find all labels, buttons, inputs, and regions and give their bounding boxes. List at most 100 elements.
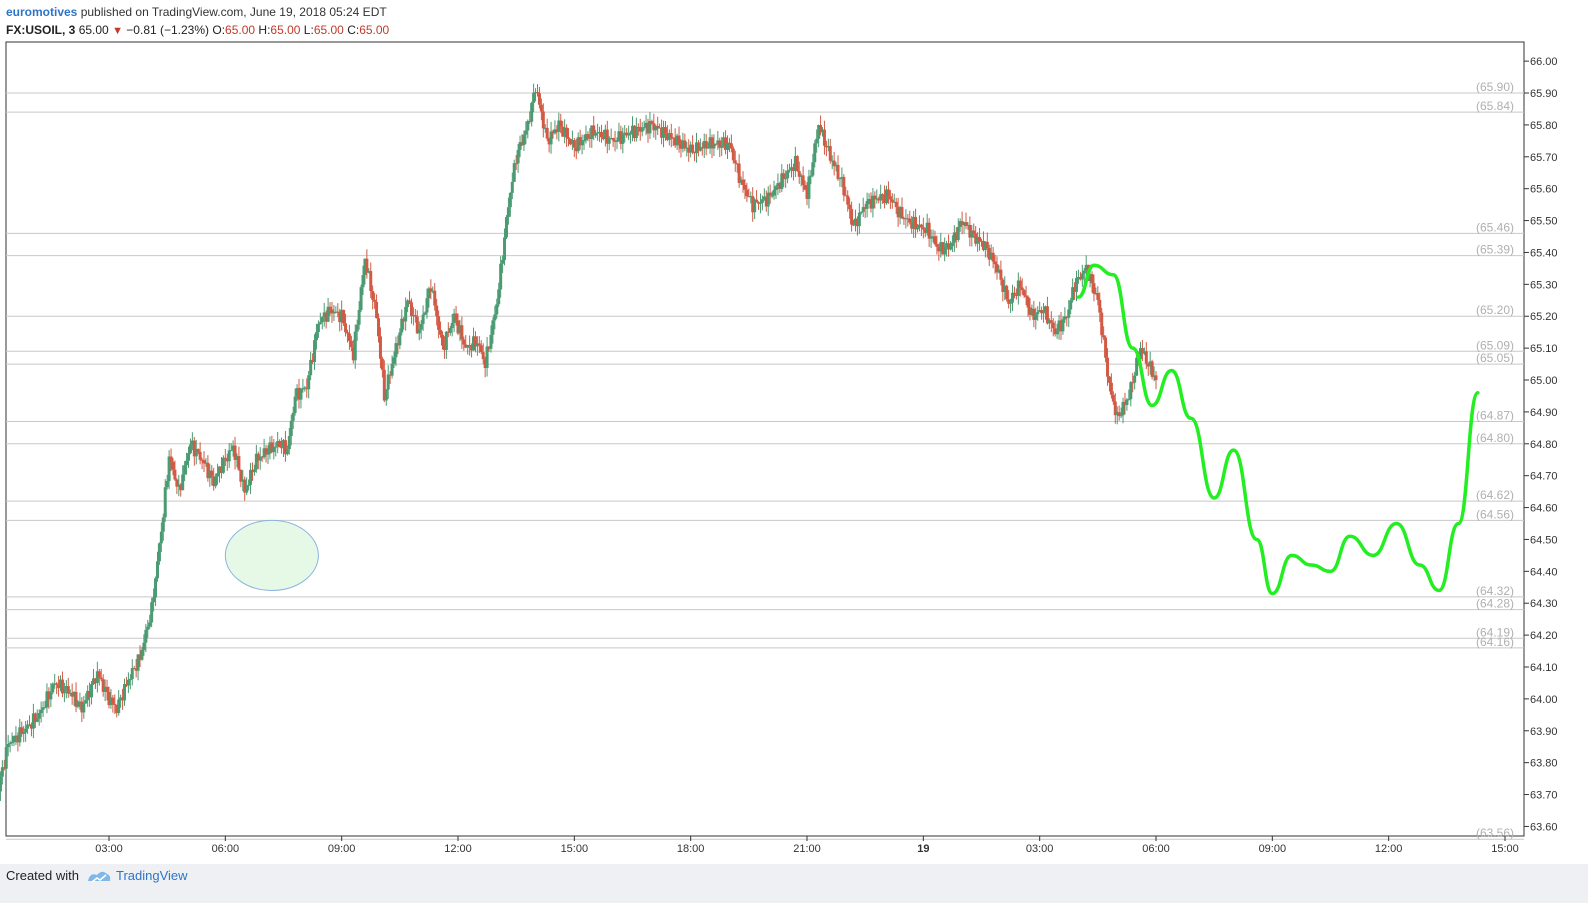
candle-body [842, 176, 846, 196]
candle-body [123, 683, 127, 701]
candle-body [1146, 363, 1150, 367]
candle-body [452, 313, 456, 323]
candle-body [819, 125, 823, 133]
candle-body [632, 125, 636, 139]
candle-body [980, 240, 983, 242]
candle-body [80, 701, 84, 713]
candle-body [677, 135, 681, 144]
author-name[interactable]: euromotives [6, 5, 78, 19]
candle-body [708, 137, 712, 148]
x-tick-label-5: 18:00 [677, 843, 705, 855]
candle-body [565, 127, 569, 138]
candle-body [62, 689, 66, 694]
level-label-0: (65.90) [1476, 80, 1514, 94]
candle-body [1071, 287, 1075, 301]
y-tick-label-21: 63.90 [1530, 726, 1558, 738]
candle-body [497, 289, 501, 305]
candle-body [805, 189, 809, 199]
candle-body [462, 339, 466, 345]
candle-body [97, 671, 101, 678]
candle-body [853, 218, 857, 226]
candle-body [41, 707, 45, 710]
candle-body [1026, 296, 1030, 308]
candle-body [993, 261, 997, 265]
candle-body [510, 181, 514, 193]
candle-body [33, 713, 37, 722]
close-value: 65.00 [359, 23, 390, 37]
candle-body [223, 457, 227, 459]
high-label: H: [258, 23, 271, 37]
candle-body [1109, 382, 1113, 395]
candle-body [93, 678, 97, 684]
candle-body [239, 469, 243, 482]
candle-body [906, 218, 910, 220]
candle-body [109, 697, 113, 706]
publish-header: euromotives published on TradingView.com… [6, 3, 387, 21]
y-tick-label-23: 63.70 [1530, 790, 1558, 802]
candle-body [90, 684, 94, 698]
candle-body [972, 230, 976, 234]
candle-body [237, 456, 241, 470]
y-tick-label-5: 65.50 [1530, 216, 1558, 228]
y-tick-label-8: 65.20 [1530, 311, 1558, 323]
candle-body [247, 484, 251, 486]
candle-body [1003, 285, 1007, 292]
candle-body [256, 453, 260, 461]
candle-body [966, 224, 970, 226]
candle-body [1090, 274, 1094, 284]
candle-body [254, 453, 258, 470]
price-chart[interactable]: (65.90) (65.84) (65.46) (65.39) (65.20) (65.0… [0, 0, 1588, 864]
candle-body [1088, 274, 1092, 281]
candle-body [402, 318, 406, 322]
candle-body [968, 224, 972, 238]
candle-body [950, 242, 954, 247]
candle-body [35, 718, 39, 722]
candle-body [1030, 308, 1034, 315]
candle-body [652, 123, 656, 131]
candle-body [437, 316, 441, 330]
tradingview-link[interactable]: TradingView [116, 868, 188, 883]
candle-body [689, 144, 693, 153]
tradingview-logo-icon[interactable] [86, 866, 112, 888]
candle-body [660, 127, 664, 138]
candle-body [669, 133, 673, 138]
candle-body [900, 207, 904, 219]
candles [0, 83, 1158, 801]
candle-body [599, 131, 603, 138]
candle-body [914, 216, 918, 230]
candle-body [739, 179, 743, 184]
candle-body [551, 131, 555, 134]
candle-body [541, 111, 545, 129]
candle-body [704, 141, 708, 149]
candle-body [103, 686, 107, 692]
candle-body [776, 183, 780, 187]
time-scale: 03:00 06:00 09:00 12:00 15:00 18:00 21:00 19 03:… [95, 836, 1519, 855]
candle-body [134, 668, 138, 671]
horizontal-levels: (65.90) (65.84) (65.46) (65.39) (65.20) (65.0… [6, 80, 1524, 840]
candle-body [617, 131, 621, 141]
candle-body [830, 160, 834, 162]
candle-body [57, 684, 61, 689]
candle-body [76, 702, 80, 707]
candle-body [537, 93, 541, 105]
candle-body [679, 143, 683, 149]
candle-body [908, 218, 912, 223]
candle-body [1020, 287, 1024, 291]
candle-body [72, 691, 76, 697]
candle-body [667, 133, 671, 140]
candle-body [266, 453, 270, 455]
candle-body [91, 678, 95, 685]
candle-body [148, 622, 152, 627]
candle-body [440, 334, 444, 346]
candle-body [190, 440, 194, 445]
candle-body [958, 221, 962, 228]
candle-body [877, 198, 881, 201]
candle-body [799, 175, 803, 177]
candle-body [923, 229, 927, 233]
candle-body [947, 243, 951, 250]
candle-body [334, 311, 338, 313]
candle-body [894, 201, 898, 208]
candle-body [380, 358, 384, 370]
candle-body [921, 227, 925, 230]
candle-body [274, 446, 278, 448]
